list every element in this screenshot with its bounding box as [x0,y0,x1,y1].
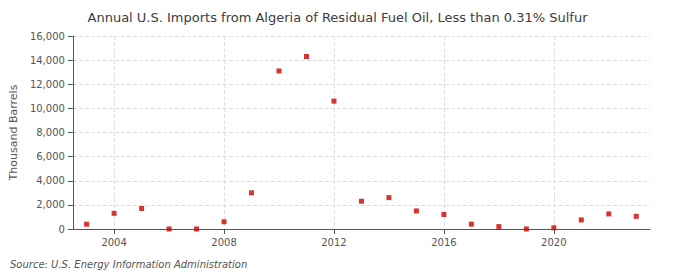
svg-text:0: 0 [59,224,65,235]
svg-text:2008: 2008 [211,237,236,248]
svg-text:8,000: 8,000 [36,127,65,138]
svg-text:14,000: 14,000 [30,55,65,66]
svg-text:2016: 2016 [431,237,456,248]
svg-text:2004: 2004 [101,237,126,248]
svg-text:2,000: 2,000 [36,199,65,210]
svg-text:Thousand Barrels: Thousand Barrels [7,84,20,181]
svg-text:6,000: 6,000 [36,151,65,162]
svg-text:10,000: 10,000 [30,103,65,114]
svg-text:Annual U.S. Imports from Alger: Annual U.S. Imports from Algeria of Resi… [88,10,589,25]
svg-text:12,000: 12,000 [30,79,65,90]
svg-text:Source: U.S. Energy Informatio: Source: U.S. Energy Information Administ… [10,259,247,270]
svg-text:16,000: 16,000 [30,31,65,42]
svg-text:2020: 2020 [541,237,566,248]
svg-text:2012: 2012 [321,237,346,248]
svg-text:4,000: 4,000 [36,175,65,186]
